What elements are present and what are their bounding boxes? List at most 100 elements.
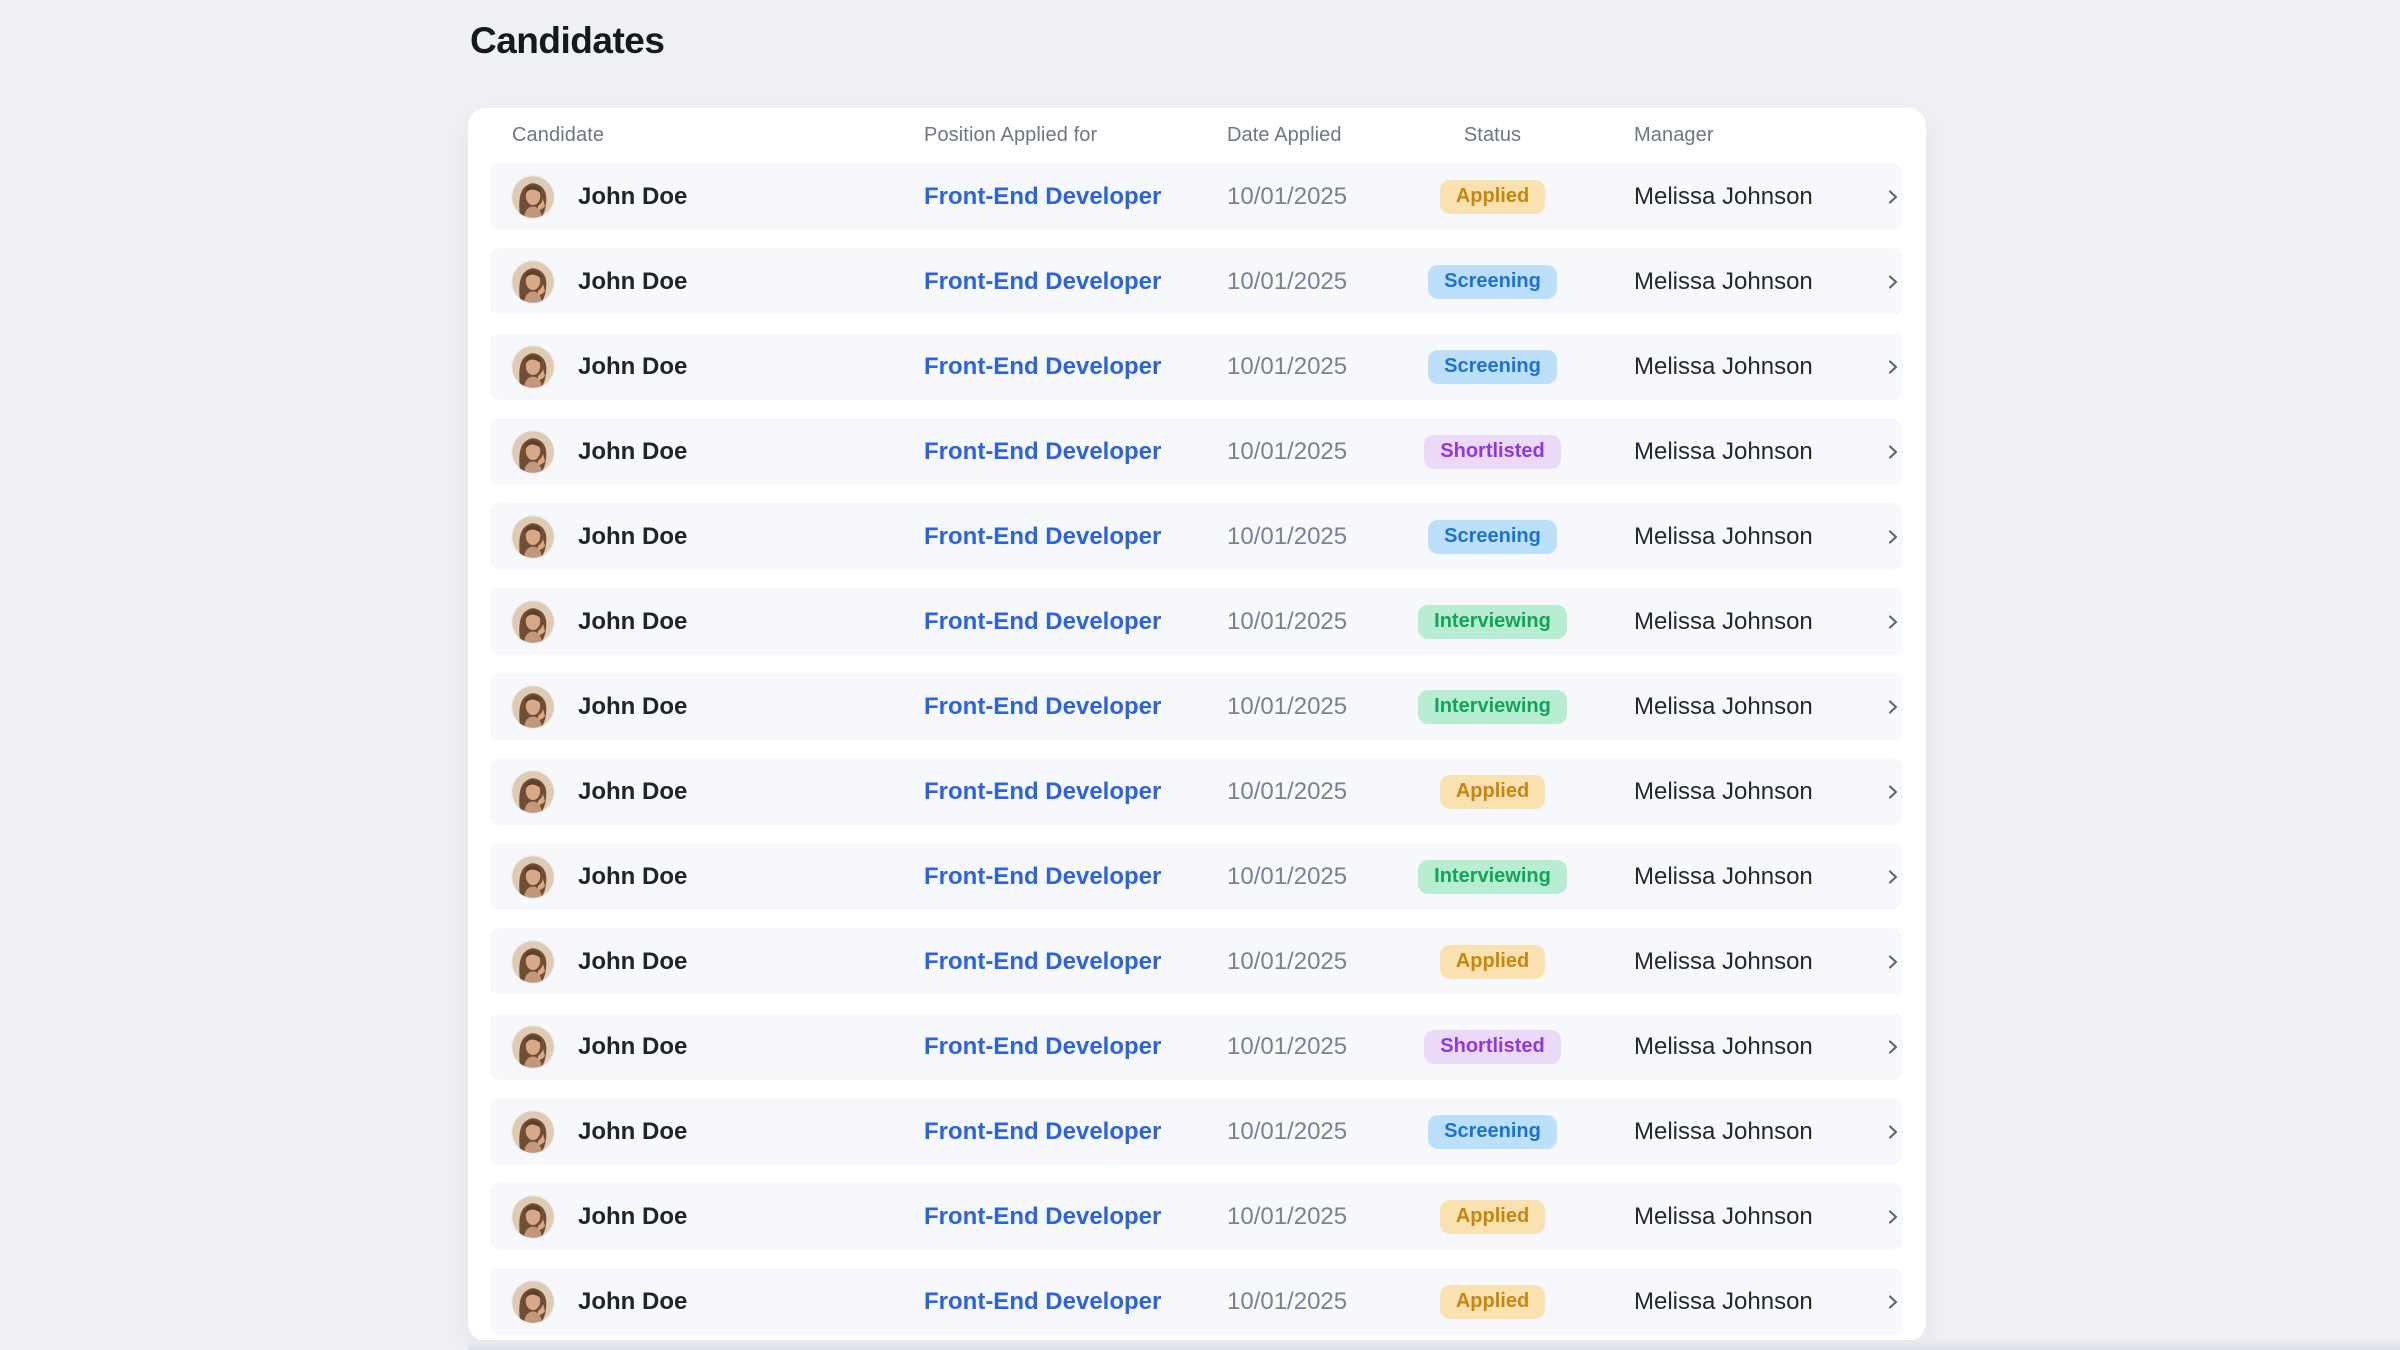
- candidate-row[interactable]: John Doe Front-End Developer 10/01/2025 …: [490, 333, 1903, 400]
- chevron-right-icon[interactable]: [1883, 697, 1903, 717]
- date-applied: 10/01/2025: [1227, 522, 1348, 550]
- column-header-position: Position Applied for: [924, 124, 1098, 146]
- candidate-row[interactable]: John Doe Front-End Developer 10/01/2025 …: [490, 1268, 1903, 1335]
- candidate-avatar: [512, 430, 554, 473]
- status-badge: Interviewing: [1418, 689, 1567, 724]
- candidate-name: John Doe: [578, 692, 688, 720]
- candidate-row[interactable]: John Doe Front-End Developer 10/01/2025 …: [490, 418, 1903, 485]
- date-applied: 10/01/2025: [1227, 777, 1348, 805]
- candidate-avatar: [512, 175, 554, 218]
- column-header-status: Status: [1463, 124, 1522, 146]
- position-link[interactable]: Front-End Developer: [924, 607, 1162, 635]
- status-badge: Applied: [1439, 1284, 1546, 1319]
- candidate-row[interactable]: John Doe Front-End Developer 10/01/2025 …: [490, 503, 1903, 570]
- manager-name: Melissa Johnson: [1634, 182, 1813, 210]
- date-applied: 10/01/2025: [1227, 692, 1348, 720]
- status-badge: Applied: [1439, 774, 1546, 809]
- candidate-avatar: [512, 940, 554, 983]
- manager-name: Melissa Johnson: [1634, 607, 1813, 635]
- chevron-right-icon[interactable]: [1883, 1037, 1903, 1057]
- page-title: Candidates: [470, 20, 665, 61]
- chevron-right-icon[interactable]: [1883, 867, 1903, 887]
- position-link[interactable]: Front-End Developer: [924, 267, 1162, 295]
- candidate-row[interactable]: John Doe Front-End Developer 10/01/2025 …: [490, 1098, 1903, 1165]
- date-applied: 10/01/2025: [1227, 947, 1348, 975]
- candidate-row[interactable]: John Doe Front-End Developer 10/01/2025 …: [490, 248, 1903, 315]
- table-header: Candidate Position Applied for Date Appl…: [490, 108, 1903, 163]
- candidate-list: John Doe Front-End Developer 10/01/2025 …: [490, 163, 1903, 1335]
- candidates-card: Candidate Position Applied for Date Appl…: [468, 108, 1926, 1341]
- chevron-right-icon[interactable]: [1883, 782, 1903, 802]
- position-link[interactable]: Front-End Developer: [924, 1117, 1162, 1145]
- position-link[interactable]: Front-End Developer: [924, 777, 1162, 805]
- chevron-right-icon[interactable]: [1883, 1122, 1903, 1142]
- candidate-avatar: [512, 1280, 554, 1323]
- manager-name: Melissa Johnson: [1634, 352, 1813, 380]
- candidate-avatar: [512, 600, 554, 643]
- candidate-name: John Doe: [578, 352, 688, 380]
- candidate-row[interactable]: John Doe Front-End Developer 10/01/2025 …: [490, 1183, 1903, 1250]
- candidate-row[interactable]: John Doe Front-End Developer 10/01/2025 …: [490, 588, 1903, 655]
- date-applied: 10/01/2025: [1227, 862, 1348, 890]
- position-link[interactable]: Front-End Developer: [924, 1202, 1162, 1230]
- candidate-name: John Doe: [578, 522, 688, 550]
- position-link[interactable]: Front-End Developer: [924, 1032, 1162, 1060]
- candidate-avatar: [512, 685, 554, 728]
- candidate-avatar: [512, 770, 554, 813]
- chevron-right-icon[interactable]: [1883, 527, 1903, 547]
- date-applied: 10/01/2025: [1227, 1117, 1348, 1145]
- candidate-avatar: [512, 260, 554, 303]
- candidate-name: John Doe: [578, 947, 688, 975]
- date-applied: 10/01/2025: [1227, 437, 1348, 465]
- candidate-name: John Doe: [578, 777, 688, 805]
- date-applied: 10/01/2025: [1227, 1032, 1348, 1060]
- position-link[interactable]: Front-End Developer: [924, 1287, 1162, 1315]
- manager-name: Melissa Johnson: [1634, 862, 1813, 890]
- manager-name: Melissa Johnson: [1634, 1117, 1813, 1145]
- position-link[interactable]: Front-End Developer: [924, 182, 1162, 210]
- chevron-right-icon[interactable]: [1883, 442, 1903, 462]
- column-header-manager: Manager: [1634, 124, 1714, 146]
- status-badge: Interviewing: [1418, 859, 1567, 894]
- candidate-row[interactable]: John Doe Front-End Developer 10/01/2025 …: [490, 928, 1903, 995]
- candidate-name: John Doe: [578, 1287, 688, 1315]
- chevron-right-icon[interactable]: [1883, 952, 1903, 972]
- horizontal-scrollbar-track[interactable]: [468, 1340, 2400, 1350]
- candidate-name: John Doe: [578, 437, 688, 465]
- position-link[interactable]: Front-End Developer: [924, 522, 1162, 550]
- candidate-row[interactable]: John Doe Front-End Developer 10/01/2025 …: [490, 1013, 1903, 1080]
- manager-name: Melissa Johnson: [1634, 1287, 1813, 1315]
- status-badge: Screening: [1428, 264, 1557, 299]
- candidate-avatar: [512, 345, 554, 388]
- position-link[interactable]: Front-End Developer: [924, 862, 1162, 890]
- manager-name: Melissa Johnson: [1634, 267, 1813, 295]
- column-header-candidate: Candidate: [512, 124, 605, 146]
- chevron-right-icon[interactable]: [1883, 357, 1903, 377]
- manager-name: Melissa Johnson: [1634, 1032, 1813, 1060]
- position-link[interactable]: Front-End Developer: [924, 692, 1162, 720]
- position-link[interactable]: Front-End Developer: [924, 352, 1162, 380]
- date-applied: 10/01/2025: [1227, 352, 1348, 380]
- candidate-row[interactable]: John Doe Front-End Developer 10/01/2025 …: [490, 163, 1903, 230]
- status-badge: Interviewing: [1418, 604, 1567, 639]
- candidate-row[interactable]: John Doe Front-End Developer 10/01/2025 …: [490, 673, 1903, 740]
- status-badge: Applied: [1439, 179, 1546, 214]
- chevron-right-icon[interactable]: [1883, 187, 1903, 207]
- position-link[interactable]: Front-End Developer: [924, 437, 1162, 465]
- status-badge: Shortlisted: [1424, 434, 1561, 469]
- chevron-right-icon[interactable]: [1883, 612, 1903, 632]
- chevron-right-icon[interactable]: [1883, 1292, 1903, 1312]
- date-applied: 10/01/2025: [1227, 1202, 1348, 1230]
- candidate-name: John Doe: [578, 1202, 688, 1230]
- chevron-right-icon[interactable]: [1883, 1207, 1903, 1227]
- candidate-avatar: [512, 1025, 554, 1068]
- position-link[interactable]: Front-End Developer: [924, 947, 1162, 975]
- chevron-right-icon[interactable]: [1883, 272, 1903, 292]
- candidate-avatar: [512, 515, 554, 558]
- candidate-row[interactable]: John Doe Front-End Developer 10/01/2025 …: [490, 758, 1903, 825]
- candidate-row[interactable]: John Doe Front-End Developer 10/01/2025 …: [490, 843, 1903, 910]
- column-header-date: Date Applied: [1227, 124, 1342, 146]
- status-badge: Screening: [1428, 349, 1557, 384]
- manager-name: Melissa Johnson: [1634, 777, 1813, 805]
- manager-name: Melissa Johnson: [1634, 437, 1813, 465]
